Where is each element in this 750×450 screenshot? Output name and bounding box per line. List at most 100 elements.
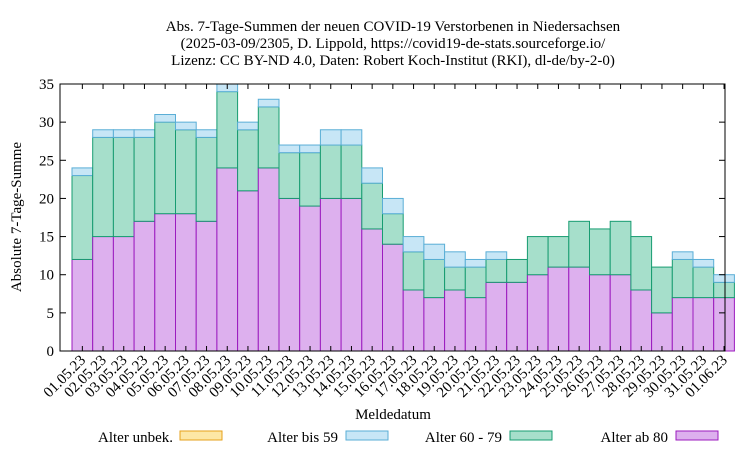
bar-segment [154, 121, 177, 215]
bar-segment [444, 289, 466, 352]
bar-segment [589, 274, 611, 352]
y-tick-label: 5 [47, 306, 55, 322]
bar-segment [402, 236, 425, 253]
bar-segment [112, 129, 135, 138]
bar-segment [402, 289, 425, 352]
bar-segment [133, 220, 156, 352]
bar-segment [340, 144, 363, 199]
bar-segment [195, 220, 218, 352]
bar-segment [692, 297, 715, 352]
y-tick-label: 25 [39, 153, 54, 169]
bar-segment [92, 129, 114, 138]
bar-segment [112, 136, 135, 238]
bar-segment [692, 266, 715, 299]
bar-segment [609, 274, 632, 352]
y-tick-label: 35 [39, 77, 54, 93]
y-tick-label: 15 [39, 230, 54, 246]
bar-segment [195, 129, 218, 138]
legend: Alter unbek. Alter bis 59 Alter 60 - 79 Alt… [98, 430, 719, 446]
bar-segment [382, 243, 404, 352]
bar-segment [257, 106, 280, 169]
bar-segment [402, 251, 425, 291]
bar-segment [506, 258, 528, 283]
bar-segment [71, 175, 94, 260]
bars-layer [71, 83, 735, 352]
bar-segment [237, 121, 259, 131]
bar-segment [133, 129, 156, 138]
bar-segment [671, 297, 694, 352]
y-tick-label: 20 [39, 191, 54, 207]
bar-segment [361, 228, 383, 352]
bar-segment [257, 98, 280, 108]
bar-segment [361, 167, 383, 184]
y-tick-label: 10 [39, 268, 54, 284]
legend-swatch [179, 430, 223, 441]
bar-segment [237, 190, 259, 352]
chart-title-line-2: (2025-03-09/2305, D. Lippold, https://co… [181, 36, 606, 52]
bar-segment [175, 213, 197, 352]
bar-segment [299, 205, 321, 352]
bar-segment [671, 251, 694, 260]
bar-segment [195, 136, 218, 222]
bar-segment [609, 220, 632, 276]
bar-segment [92, 136, 114, 238]
bar-segment [692, 258, 715, 268]
legend-label: Alter 60 - 79 [425, 430, 502, 446]
bar-segment [526, 274, 549, 352]
bar-segment [299, 144, 321, 154]
legend-label: Alter bis 59 [267, 430, 338, 446]
bar-segment [547, 266, 570, 352]
bar-segment [216, 91, 239, 169]
bar-segment [568, 266, 590, 352]
bar-segment [278, 197, 301, 352]
bar-segment [485, 258, 508, 283]
bar-segment [71, 258, 94, 352]
bar-segment [464, 266, 487, 299]
bar-segment [319, 129, 342, 146]
bar-segment [361, 182, 383, 230]
bar-segment [175, 121, 197, 131]
legend-swatch [675, 430, 719, 441]
bar-segment [526, 236, 549, 276]
bar-segment [257, 167, 280, 352]
bar-segment [444, 251, 466, 268]
bar-segment [671, 258, 694, 299]
bar-segment [71, 167, 94, 177]
y-tick-label: 30 [39, 115, 54, 131]
bar-segment [299, 152, 321, 207]
bar-segment [319, 197, 342, 352]
chart-title-line-1: Abs. 7-Tage-Summen der neuen COVID-19 Ve… [166, 19, 621, 35]
bar-segment [278, 152, 301, 199]
bar-segment [340, 197, 363, 352]
bar-segment [713, 297, 735, 352]
bar-segment [713, 274, 735, 283]
bar-segment [423, 297, 446, 352]
bar-segment [216, 167, 239, 352]
bar-segment [423, 243, 446, 260]
chart-title-line-3: Lizenz: CC BY-ND 4.0, Daten: Robert Koch… [171, 53, 615, 69]
bar-segment [423, 258, 446, 299]
bar-segment [651, 312, 673, 352]
bar-segment [175, 129, 197, 215]
bar-segment [154, 213, 177, 352]
bar-segment [340, 129, 363, 146]
bar-segment [444, 266, 466, 291]
bar-segment [237, 129, 259, 192]
bar-segment [319, 144, 342, 199]
bar-segment [651, 266, 673, 314]
legend-swatch [509, 430, 553, 441]
y-tick-label: 0 [47, 344, 55, 360]
x-axis-label: Meldedatum [355, 407, 431, 423]
bar-segment [92, 236, 114, 352]
bar-segment [382, 197, 404, 215]
legend-swatch [345, 430, 389, 441]
bar-segment [568, 220, 590, 268]
bar-segment [630, 289, 653, 352]
legend-label: Alter ab 80 [601, 430, 668, 446]
legend-label: Alter unbek. [98, 430, 173, 446]
bar-segment [589, 228, 611, 276]
bar-segment [133, 136, 156, 222]
bar-segment [485, 251, 508, 260]
bar-segment [630, 236, 653, 291]
